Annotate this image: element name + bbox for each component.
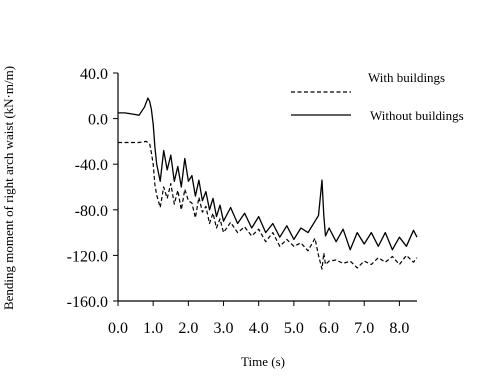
x-tick-label: 1.0 (143, 320, 163, 337)
series-line-with-buildings (118, 140, 418, 270)
y-tick-label: 0.0 (88, 112, 108, 129)
x-tick-label: 0.0 (108, 320, 128, 337)
x-tick-label: 2.0 (178, 320, 198, 337)
x-tick-label: 6.0 (319, 320, 339, 337)
y-axis-title: Bending moment of right arch waist (kN·m… (1, 66, 16, 310)
plot-lines (118, 97, 418, 270)
y-tick-label: 40.0 (80, 66, 108, 83)
y-tick-label: -160.0 (67, 294, 108, 311)
y-tick-label: -80.0 (75, 203, 108, 220)
legend-label-without-buildings: Without buildings (370, 108, 464, 123)
x-tick-label: 4.0 (249, 320, 269, 337)
legend-label-with-buildings: With buildings (368, 70, 445, 85)
x-tick-label: 7.0 (354, 320, 374, 337)
y-tick-label: -120.0 (67, 248, 108, 265)
x-tick-label: 8.0 (389, 320, 409, 337)
y-tick-group: 40.0 0.0 -40.0 -80.0 -120.0 -160.0 (67, 66, 118, 311)
legend: With buildings Without buildings (291, 70, 464, 123)
series-line-without-buildings (118, 97, 418, 251)
x-tick-group: 0.0 1.0 2.0 3.0 4.0 5.0 6.0 7.0 8.0 (108, 301, 409, 337)
y-tick-label: -40.0 (75, 157, 108, 174)
x-tick-label: 5.0 (284, 320, 304, 337)
x-axis-title: Time (s) (241, 354, 285, 369)
x-tick-label: 3.0 (214, 320, 234, 337)
